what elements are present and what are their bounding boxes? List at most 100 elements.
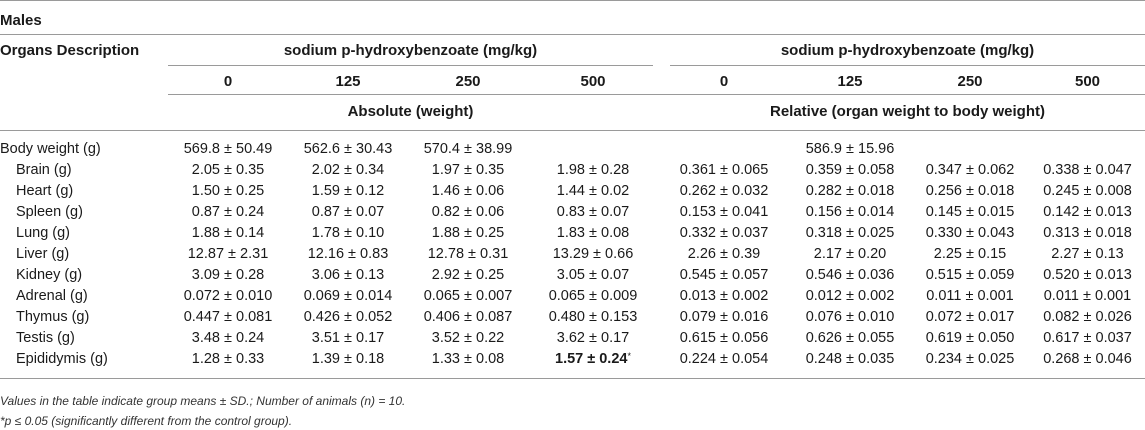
table-cell: 0.082 ± 0.026	[1043, 309, 1132, 325]
table-cell: 0.065 ± 0.007	[423, 288, 513, 304]
table-cell: 1.33 ± 0.08	[431, 351, 505, 367]
table-cell: 0.072 ± 0.017	[925, 309, 1015, 325]
table-row: Heart (g) 1.50 ± 0.25 1.59 ± 0.12 1.46 ± 0.…	[0, 183, 1145, 204]
dose-header-rel-0: 0	[719, 73, 729, 90]
subheader-relative: Relative (organ weight to body weight)	[769, 103, 1045, 120]
table-cell: 2.05 ± 0.35	[191, 162, 265, 178]
table-cell: 0.87 ± 0.24	[191, 204, 265, 220]
rule-under-doses	[168, 94, 1145, 95]
table-cell: 0.520 ± 0.013	[1043, 267, 1132, 283]
row-label: Liver (g)	[16, 246, 70, 262]
table-cell: 3.05 ± 0.07	[556, 267, 630, 283]
table-cell: 570.4 ± 38.99	[423, 141, 513, 157]
table-row: Adrenal (g) 0.072 ± 0.010 0.069 ± 0.014 0.0…	[0, 288, 1145, 309]
table-cell: 0.245 ± 0.008	[1043, 183, 1132, 199]
table-cell: 1.98 ± 0.28	[556, 162, 630, 178]
table-cell: 569.8 ± 50.49	[183, 141, 273, 157]
table-cell: 3.62 ± 0.17	[556, 330, 630, 346]
footnote-significance: *p ≤ 0.05 (significantly different from …	[0, 414, 293, 428]
table-cell: 3.52 ± 0.22	[431, 330, 505, 346]
table-row: Testis (g) 3.48 ± 0.24 3.51 ± 0.17 3.52 ± 0…	[0, 330, 1145, 351]
row-label: Kidney (g)	[16, 267, 83, 283]
table-cell: 3.51 ± 0.17	[311, 330, 385, 346]
table-cell: 1.83 ± 0.08	[556, 225, 630, 241]
dose-header-rel-500: 500	[1074, 73, 1101, 90]
table-cell: 0.145 ± 0.015	[925, 204, 1015, 220]
table-cell: 0.546 ± 0.036	[805, 267, 895, 283]
table-cell: 3.09 ± 0.28	[191, 267, 265, 283]
dose-header-abs-125: 125	[335, 73, 361, 90]
table-cell: 1.88 ± 0.14	[191, 225, 265, 241]
dose-header-rel-250: 250	[957, 73, 983, 90]
table-row: Lung (g) 1.88 ± 0.14 1.78 ± 0.10 1.88 ± 0.2…	[0, 225, 1145, 246]
row-label: Heart (g)	[16, 183, 74, 199]
table-row: Kidney (g) 3.09 ± 0.28 3.06 ± 0.13 2.92 ± 0…	[0, 267, 1145, 288]
table-cell: 0.076 ± 0.010	[805, 309, 895, 325]
table-row: Liver (g) 12.87 ± 2.31 12.16 ± 0.83 12.78 ±…	[0, 246, 1145, 267]
table-cell: 586.9 ± 15.96	[805, 141, 895, 157]
table-row: Thymus (g) 0.447 ± 0.081 0.426 ± 0.052 0.40…	[0, 309, 1145, 330]
row-label: Adrenal (g)	[16, 288, 88, 304]
table-cell: 0.619 ± 0.050	[925, 330, 1015, 346]
rule-under-title	[0, 34, 1145, 35]
rule-under-group-right	[670, 65, 1145, 66]
dose-header-abs-0: 0	[223, 73, 233, 90]
table-cell: 0.545 ± 0.057	[679, 267, 769, 283]
table-cell: 0.615 ± 0.056	[679, 330, 769, 346]
table-cell: 0.338 ± 0.047	[1043, 162, 1132, 178]
table-cell: 0.626 ± 0.055	[805, 330, 895, 346]
table-cell: 2.02 ± 0.34	[311, 162, 385, 178]
table-cell: 0.617 ± 0.037	[1043, 330, 1132, 346]
table-cell: 1.59 ± 0.12	[311, 183, 385, 199]
row-label: Epididymis (g)	[16, 351, 108, 367]
table-cell: 0.224 ± 0.054	[679, 351, 769, 367]
table-cell: 0.268 ± 0.046	[1043, 351, 1132, 367]
table-cell: 0.142 ± 0.013	[1043, 204, 1132, 220]
table-cell: 0.332 ± 0.037	[679, 225, 769, 241]
table-cell: 13.29 ± 0.66	[552, 246, 634, 262]
table-cell: 0.83 ± 0.07	[556, 204, 630, 220]
table-cell: 1.44 ± 0.02	[556, 183, 630, 199]
table-cell: 12.87 ± 2.31	[187, 246, 269, 262]
table-cell: 2.26 ± 0.39	[687, 246, 761, 262]
table-cell: 0.480 ± 0.153	[548, 309, 638, 325]
table-cell: 0.234 ± 0.025	[925, 351, 1015, 367]
table-row: Epididymis (g) 1.28 ± 0.33 1.39 ± 0.18 1.33…	[0, 351, 1145, 372]
dose-header-abs-500: 500	[580, 73, 606, 90]
table-cell: 0.011 ± 0.001	[1043, 288, 1132, 304]
table-cell: 0.359 ± 0.058	[805, 162, 895, 178]
group-header-absolute: sodium p-hydroxybenzoate (mg/kg)	[283, 42, 538, 59]
table-cell: 1.88 ± 0.25	[431, 225, 505, 241]
rule-under-header	[0, 130, 1145, 131]
table-cell: 2.92 ± 0.25	[431, 267, 505, 283]
table-cell: 1.28 ± 0.33	[191, 351, 265, 367]
table-cell: 0.330 ± 0.043	[925, 225, 1015, 241]
table-cell: 1.39 ± 0.18	[311, 351, 385, 367]
table-cell: 0.406 ± 0.087	[423, 309, 513, 325]
table-cell: 1.97 ± 0.35	[431, 162, 505, 178]
table-cell: 0.347 ± 0.062	[925, 162, 1015, 178]
table-cell: 562.6 ± 30.43	[303, 141, 393, 157]
table-cell: 1.57 ± 0.24*	[555, 351, 631, 367]
table-cell: 1.78 ± 0.10	[311, 225, 385, 241]
table-cell: 12.16 ± 0.83	[307, 246, 389, 262]
table-row: Body weight (g) 569.8 ± 50.49 562.6 ± 30.4…	[0, 141, 1145, 162]
table-cell: 1.50 ± 0.25	[191, 183, 265, 199]
table-cell: 0.515 ± 0.059	[925, 267, 1015, 283]
table-row: Brain (g) 2.05 ± 0.35 2.02 ± 0.34 1.97 ± 0.…	[0, 162, 1145, 183]
table-cell: 0.012 ± 0.002	[805, 288, 895, 304]
footnote-values: Values in the table indicate group means…	[0, 394, 406, 408]
table-cell: 0.87 ± 0.07	[311, 204, 385, 220]
row-label: Body weight (g)	[0, 141, 101, 157]
row-label: Brain (g)	[16, 162, 72, 178]
table-cell: 0.156 ± 0.014	[805, 204, 895, 220]
table-cell: 0.013 ± 0.002	[679, 288, 769, 304]
table-cell: 2.17 ± 0.20	[813, 246, 887, 262]
organs-column-header: Organs Description	[0, 42, 140, 59]
table-cell: 3.06 ± 0.13	[311, 267, 385, 283]
table-title: Males	[0, 12, 42, 29]
table-cell: 0.153 ± 0.041	[679, 204, 769, 220]
rule-under-group-left	[168, 65, 653, 66]
table-cell: 0.262 ± 0.032	[679, 183, 769, 199]
table-cell: 2.25 ± 0.15	[933, 246, 1007, 262]
